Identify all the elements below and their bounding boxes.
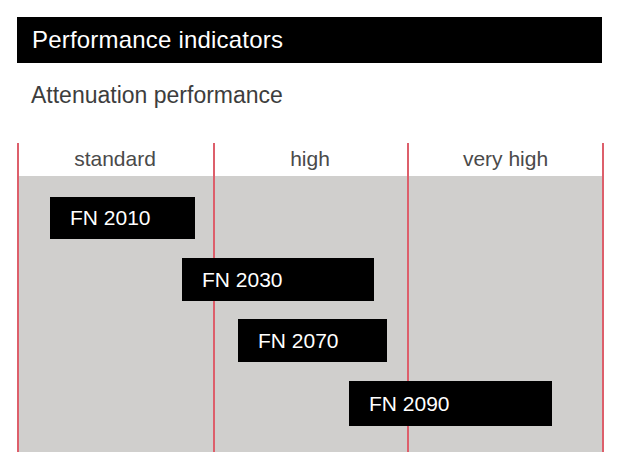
section-subtitle: Attenuation performance: [31, 82, 283, 109]
bar-fn-2090: FN 2090: [349, 381, 552, 426]
column-separator-line: [17, 143, 19, 452]
attenuation-chart: standard high very high FN 2010 FN 2030 …: [17, 143, 604, 452]
column-label-standard: standard: [17, 143, 213, 176]
column-label-very-high: very high: [407, 143, 604, 176]
bar-fn-2010: FN 2010: [50, 197, 195, 239]
column-separator-line: [602, 143, 604, 452]
bar-label-fn-2090: FN 2090: [349, 392, 450, 416]
bar-label-fn-2030: FN 2030: [182, 268, 283, 292]
page-title: Performance indicators: [17, 26, 283, 54]
column-label-high: high: [213, 143, 407, 176]
bar-label-fn-2070: FN 2070: [238, 329, 339, 353]
header-bar: Performance indicators: [17, 17, 602, 63]
bar-fn-2030: FN 2030: [182, 258, 374, 301]
bar-label-fn-2010: FN 2010: [50, 206, 151, 230]
bar-fn-2070: FN 2070: [238, 319, 387, 362]
